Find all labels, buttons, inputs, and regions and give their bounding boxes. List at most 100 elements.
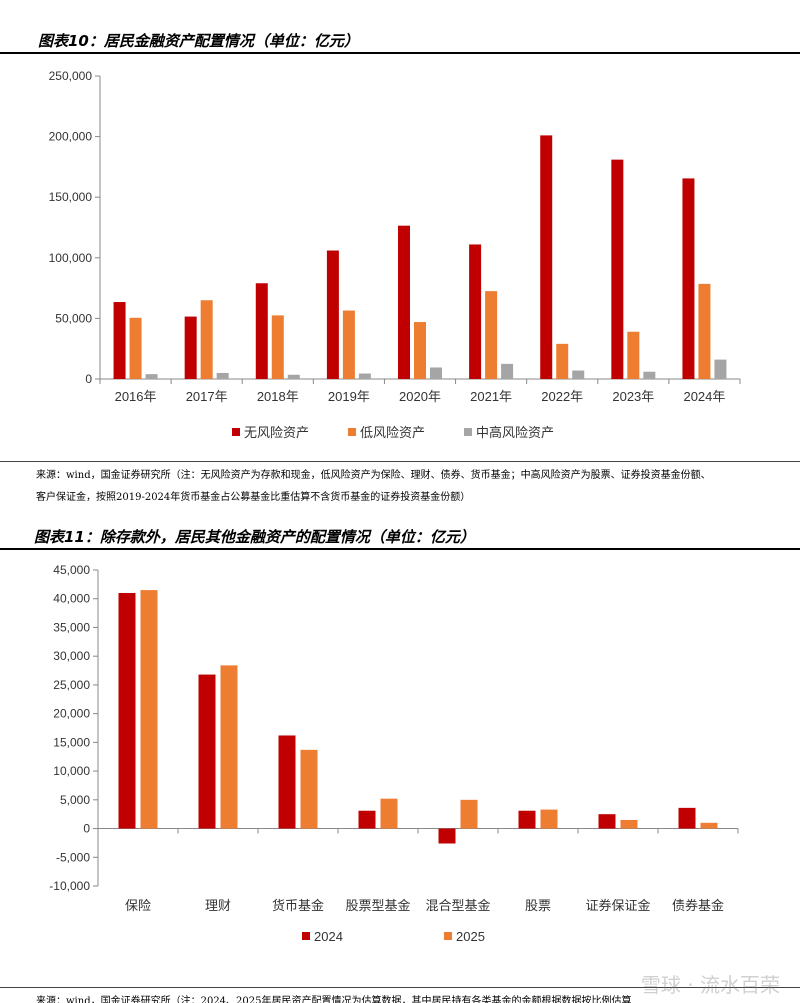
bar-2016年-低风险资产 bbox=[129, 317, 142, 379]
figure-11-title: 图表11：除存款外，居民其他金融资产的配置情况（单位：亿元） bbox=[0, 526, 800, 550]
bar-2018年-中高风险资产 bbox=[287, 374, 300, 379]
bar-2023年-无风险资产 bbox=[611, 159, 624, 379]
bar-2022年-中高风险资产 bbox=[572, 370, 585, 379]
bar-2024年-低风险资产 bbox=[698, 283, 711, 379]
y-tick-label: 5,000 bbox=[60, 793, 90, 807]
y-tick-label: 30,000 bbox=[53, 649, 90, 663]
watermark-text: 雪球 · 流水百荣 bbox=[640, 973, 780, 997]
y-tick-label: 100,000 bbox=[49, 251, 93, 265]
figure-10-title: 图表10：居民金融资产配置情况（单位：亿元） bbox=[0, 30, 800, 54]
bar-2020年-无风险资产 bbox=[398, 225, 410, 379]
bar-保险-2025 bbox=[140, 590, 158, 829]
x-category-label: 2019年 bbox=[328, 389, 370, 404]
bar-2022年-无风险资产 bbox=[540, 135, 553, 379]
note-line: 来源：wind，国金证券研究所（注：无风险资产为存款和现金，低风险资产为保险、理… bbox=[36, 470, 711, 481]
x-category-label: 证券保证金 bbox=[585, 898, 650, 913]
bar-2023年-低风险资产 bbox=[627, 331, 640, 379]
bar-股票-2025 bbox=[540, 809, 558, 829]
y-tick-label: 0 bbox=[85, 372, 92, 386]
x-category-label: 股票 bbox=[525, 898, 551, 913]
legend-label: 无风险资产 bbox=[244, 425, 309, 440]
note-divider-1 bbox=[0, 461, 800, 462]
legend-label: 2024 bbox=[314, 929, 343, 944]
x-category-label: 保险 bbox=[125, 898, 151, 913]
y-tick-label: 0 bbox=[83, 822, 90, 836]
legend-swatch-2025 bbox=[444, 932, 452, 940]
x-category-label: 理财 bbox=[205, 898, 231, 913]
bar-2021年-中高风险资产 bbox=[501, 363, 514, 379]
y-tick-label: 35,000 bbox=[53, 620, 90, 634]
y-tick-label: 15,000 bbox=[53, 735, 90, 749]
bar-货币基金-2025 bbox=[300, 749, 318, 829]
x-category-label: 2023年 bbox=[612, 389, 654, 404]
x-category-label: 2021年 bbox=[470, 389, 512, 404]
x-category-label: 混合型基金 bbox=[425, 898, 490, 913]
bar-债券基金-2024 bbox=[678, 807, 696, 829]
bar-2024年-中高风险资产 bbox=[714, 359, 727, 379]
legend-swatch-2024 bbox=[302, 932, 310, 940]
figure-10-source-note: 来源：wind，国金证券研究所（注：无风险资产为存款和现金，低风险资产为保险、理… bbox=[36, 465, 796, 509]
bar-股票型基金-2024 bbox=[358, 810, 376, 829]
bar-2019年-中高风险资产 bbox=[358, 373, 371, 379]
bar-2021年-无风险资产 bbox=[469, 244, 482, 379]
y-tick-label: 25,000 bbox=[53, 678, 90, 692]
y-tick-label: 20,000 bbox=[53, 707, 90, 721]
y-tick-label: 200,000 bbox=[49, 130, 93, 144]
bar-2016年-中高风险资产 bbox=[145, 374, 158, 379]
x-category-label: 债券基金 bbox=[672, 898, 724, 913]
note-line: 来源：wind，国金证券研究所（注：2024、2025年居民资产配置情况为估算数… bbox=[36, 996, 632, 1003]
bar-2024年-无风险资产 bbox=[682, 178, 695, 379]
note-line: 客户保证金，按照2019-2024年货币基金占公募基金比重估算不含货币基金的证券… bbox=[36, 492, 471, 503]
bar-2023年-中高风险资产 bbox=[643, 371, 656, 379]
bar-2016年-无风险资产 bbox=[113, 302, 126, 379]
bar-2018年-低风险资产 bbox=[271, 315, 284, 379]
bar-混合型基金-2024 bbox=[438, 828, 456, 844]
y-tick-label: 45,000 bbox=[53, 563, 90, 577]
x-category-label: 2017年 bbox=[186, 389, 228, 404]
y-tick-label: -10,000 bbox=[49, 879, 90, 893]
legend-label: 低风险资产 bbox=[360, 425, 425, 440]
legend-label: 中高风险资产 bbox=[476, 425, 554, 440]
bar-2017年-低风险资产 bbox=[200, 300, 213, 379]
y-tick-label: 150,000 bbox=[49, 190, 93, 204]
bar-证券保证金-2025 bbox=[620, 819, 638, 829]
y-tick-label: 10,000 bbox=[53, 764, 90, 778]
bar-理财-2024 bbox=[198, 674, 216, 829]
bar-2020年-中高风险资产 bbox=[430, 367, 442, 379]
y-tick-label: 250,000 bbox=[49, 69, 93, 83]
x-category-label: 2020年 bbox=[399, 389, 441, 404]
legend-swatch-低风险资产 bbox=[348, 428, 356, 436]
x-category-label: 2016年 bbox=[115, 389, 157, 404]
x-category-label: 2018年 bbox=[257, 389, 299, 404]
note-divider-2 bbox=[0, 987, 800, 988]
legend-label: 2025 bbox=[456, 929, 485, 944]
bar-2022年-低风险资产 bbox=[556, 343, 569, 379]
y-tick-label: 40,000 bbox=[53, 592, 90, 606]
bar-股票-2024 bbox=[518, 810, 536, 829]
x-category-label: 货币基金 bbox=[272, 898, 324, 913]
x-category-label: 2022年 bbox=[541, 389, 583, 404]
y-tick-label: 50,000 bbox=[55, 311, 92, 325]
bar-保险-2024 bbox=[118, 592, 136, 829]
bar-2019年-低风险资产 bbox=[342, 310, 355, 379]
bar-2021年-低风险资产 bbox=[485, 291, 498, 379]
bar-2020年-低风险资产 bbox=[414, 322, 426, 379]
bar-理财-2025 bbox=[220, 665, 238, 829]
x-category-label: 股票型基金 bbox=[345, 898, 410, 913]
y-tick-label: -5,000 bbox=[56, 850, 90, 864]
bar-货币基金-2024 bbox=[278, 735, 296, 829]
bar-证券保证金-2024 bbox=[598, 814, 616, 829]
legend-swatch-无风险资产 bbox=[232, 428, 240, 436]
figure-11-source-note: 来源：wind，国金证券研究所（注：2024、2025年居民资产配置情况为估算数… bbox=[36, 991, 796, 1003]
bar-股票型基金-2025 bbox=[380, 798, 398, 829]
bar-2018年-无风险资产 bbox=[255, 283, 268, 379]
chart-non-deposit-assets: -10,000 -5,000 0 5,000 10,000 15,000 20,000 25,… bbox=[49, 563, 739, 944]
x-category-label: 2024年 bbox=[683, 389, 725, 404]
legend-swatch-中高风险资产 bbox=[464, 428, 472, 436]
bar-2019年-无风险资产 bbox=[326, 250, 339, 379]
bar-债券基金-2025 bbox=[700, 822, 718, 829]
chart-asset-allocation: 0 50,000 100,000 150,000 200,000 250,000 2016年… bbox=[49, 69, 741, 440]
bar-2017年-无风险资产 bbox=[184, 316, 197, 379]
bar-2017年-中高风险资产 bbox=[216, 372, 229, 379]
bar-混合型基金-2025 bbox=[460, 799, 478, 829]
